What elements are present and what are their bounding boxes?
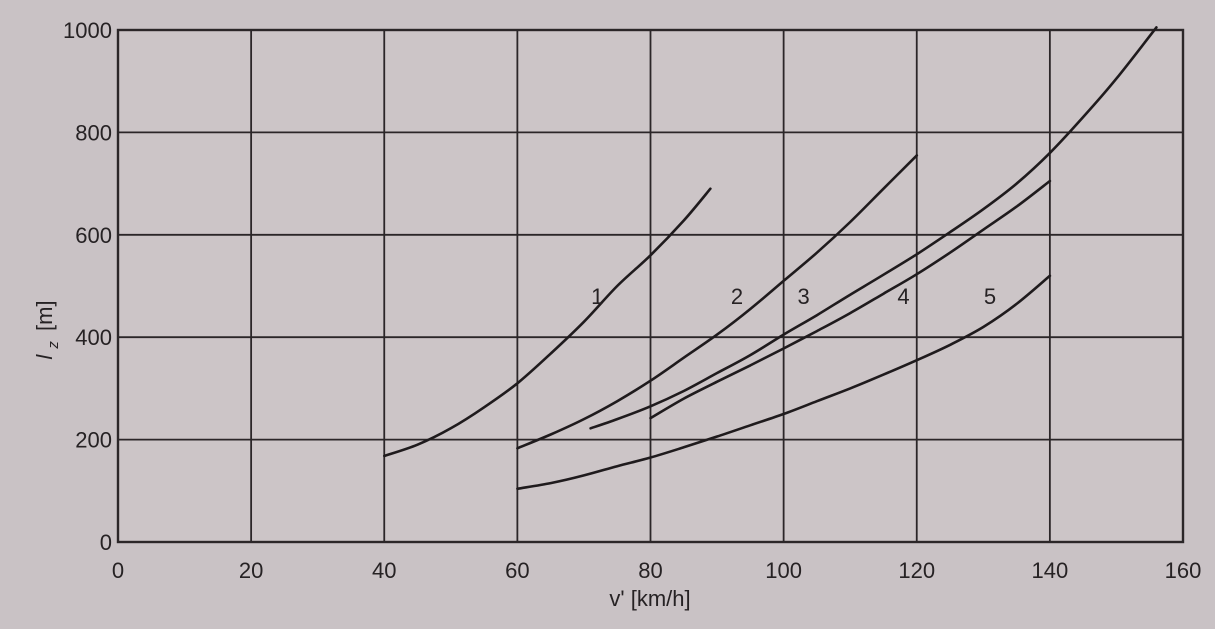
y-axis-label-text: l z [m] [32, 300, 63, 359]
y-tick-label: 800 [75, 120, 112, 145]
x-tick-label: 160 [1165, 558, 1202, 583]
x-tick-label: 100 [765, 558, 802, 583]
series-label-1: 1 [591, 284, 603, 309]
x-axis-ticks: 0 20 40 60 80 100 120 140 160 [112, 558, 1201, 583]
series-label-3: 3 [797, 284, 809, 309]
y-axis-ticks: 0 200 400 600 800 1000 [63, 18, 112, 555]
x-tick-label: 60 [505, 558, 529, 583]
y-axis-label-unit: [m] [32, 300, 57, 331]
y-tick-label: 0 [100, 530, 112, 555]
y-axis-label: l z [m] [32, 300, 63, 359]
x-tick-label: 120 [898, 558, 935, 583]
plot-frame [116, 28, 1185, 544]
series-line-1 [383, 187, 712, 458]
grid [116, 28, 1185, 544]
y-axis-label-main: l [32, 354, 57, 360]
series-labels: 1 2 3 4 5 [591, 284, 996, 309]
series-label-5: 5 [984, 284, 996, 309]
y-tick-label: 200 [75, 428, 112, 453]
x-tick-label: 20 [239, 558, 263, 583]
series-label-2: 2 [731, 284, 743, 309]
series-line-3 [589, 26, 1158, 430]
series-label-4: 4 [897, 284, 909, 309]
series-line-4 [649, 179, 1052, 420]
x-tick-label: 40 [372, 558, 396, 583]
x-tick-label: 80 [638, 558, 662, 583]
y-axis-label-sub: z [45, 341, 62, 350]
y-tick-label: 600 [75, 223, 112, 248]
x-tick-label: 140 [1032, 558, 1069, 583]
y-tick-label: 400 [75, 325, 112, 350]
series-layer [383, 26, 1158, 491]
series-line-2 [516, 154, 919, 450]
y-tick-label: 1000 [63, 18, 112, 43]
series-line-5 [516, 274, 1052, 491]
x-axis-label: v' [km/h] [609, 586, 690, 611]
x-tick-label: 0 [112, 558, 124, 583]
